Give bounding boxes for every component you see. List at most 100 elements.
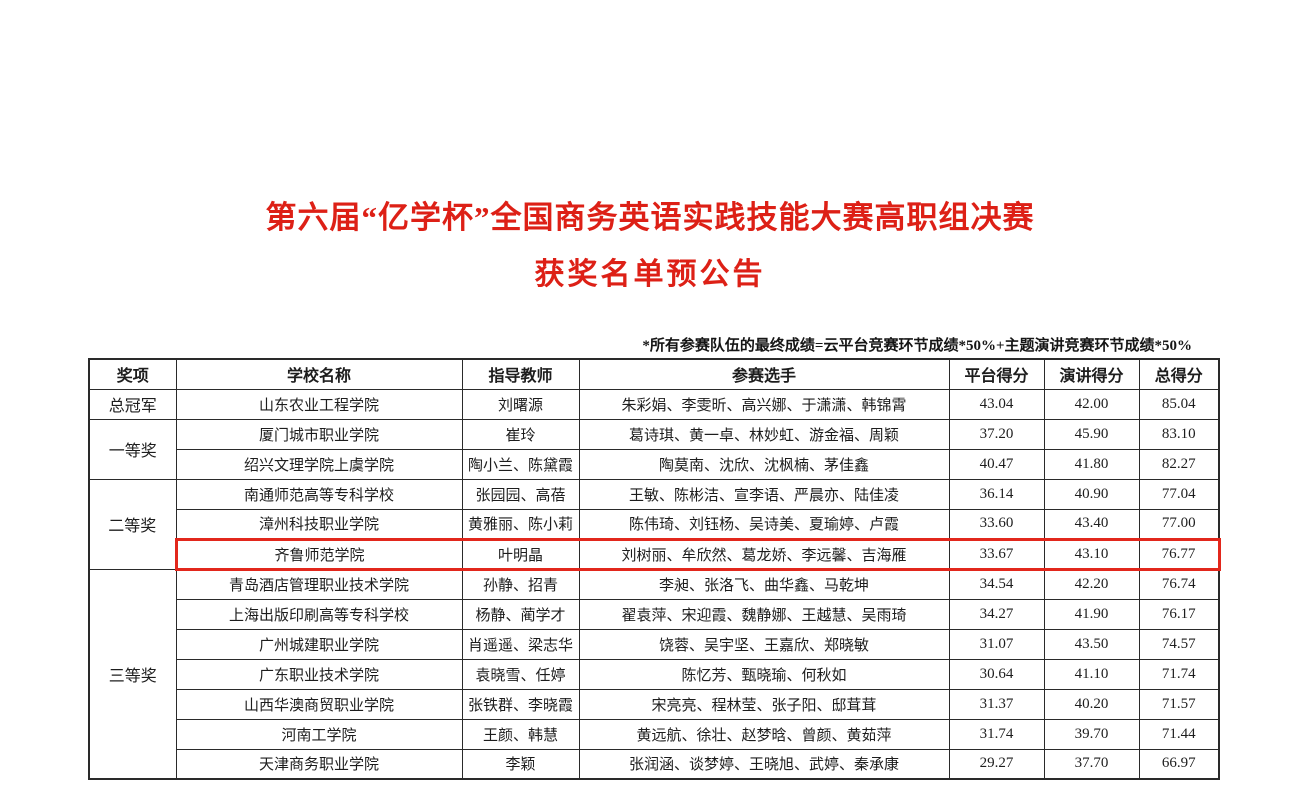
total-score-cell: 82.27 bbox=[1138, 448, 1220, 480]
total-score-cell: 76.17 bbox=[1138, 598, 1220, 630]
platform-score-cell: 34.27 bbox=[948, 598, 1045, 630]
column-header: 奖项 bbox=[88, 358, 177, 390]
school-cell: 青岛酒店管理职业技术学院 bbox=[175, 568, 463, 600]
total-score-cell: 71.44 bbox=[1138, 718, 1220, 750]
teacher-cell: 孙静、招青 bbox=[461, 568, 580, 600]
speech-score-cell: 45.90 bbox=[1043, 418, 1140, 450]
table-row: 总冠军 山东农业工程学院 刘曙源 朱彩娟、李雯昕、高兴娜、于潇潇、韩锦霄 43.04 42… bbox=[88, 388, 1220, 420]
awards-table-container: 奖项 学校名称 指导教师 参赛选手 平台得分 演讲得分 总得分 总冠军 山东农业工程学院 刘曙源… bbox=[88, 358, 1221, 780]
table-row: 一等奖 厦门城市职业学院 崔玲 葛诗琪、黄一卓、林妙虹、游金福、周颖 37.20 45.9… bbox=[88, 418, 1220, 480]
contestants-cell: 刘树丽、牟欣然、葛龙娇、李远馨、吉海雁 bbox=[578, 537, 950, 571]
contestants-cell: 葛诗琪、黄一卓、林妙虹、游金福、周颖 bbox=[578, 418, 950, 450]
award-cell: 三等奖 bbox=[88, 568, 177, 780]
award-cell: 一等奖 bbox=[88, 418, 177, 480]
speech-score-cell: 41.10 bbox=[1043, 658, 1140, 690]
table-row: 漳州科技职业学院 黄雅丽、陈小莉 陈伟琦、刘钰杨、吴诗美、夏瑜婷、卢霞 33.60 43… bbox=[89, 508, 1220, 540]
total-score-cell: 66.97 bbox=[1138, 748, 1220, 780]
platform-score-cell: 36.14 bbox=[948, 478, 1045, 510]
teacher-cell: 陶小兰、陈黛霞 bbox=[461, 448, 580, 480]
platform-score-cell: 33.60 bbox=[948, 508, 1045, 540]
awards-table: 奖项 学校名称 指导教师 参赛选手 平台得分 演讲得分 总得分 总冠军 山东农业工程学院 刘曙源… bbox=[88, 358, 1221, 780]
table-row: 广州城建职业学院 肖遥遥、梁志华 饶蓉、吴宇坚、王嘉欣、郑晓敏 31.07 43.50 7… bbox=[89, 628, 1220, 660]
contestants-cell: 饶蓉、吴宇坚、王嘉欣、郑晓敏 bbox=[578, 628, 950, 660]
column-header: 总得分 bbox=[1138, 358, 1220, 390]
contestants-cell: 王敏、陈彬洁、宣李语、严晨亦、陆佳凌 bbox=[578, 478, 950, 510]
total-score-cell: 77.00 bbox=[1138, 508, 1220, 540]
column-header: 演讲得分 bbox=[1043, 358, 1140, 390]
teacher-cell: 崔玲 bbox=[461, 418, 580, 450]
contestants-cell: 黄远航、徐壮、赵梦晗、曾颜、黄茹萍 bbox=[578, 718, 950, 750]
total-score-cell: 71.57 bbox=[1138, 688, 1220, 720]
school-cell: 山东农业工程学院 bbox=[175, 388, 463, 420]
teacher-cell: 黄雅丽、陈小莉 bbox=[461, 508, 580, 540]
platform-score-cell: 30.64 bbox=[948, 658, 1045, 690]
platform-score-cell: 34.54 bbox=[948, 568, 1045, 600]
teacher-cell: 肖遥遥、梁志华 bbox=[461, 628, 580, 660]
column-header: 指导教师 bbox=[461, 358, 580, 390]
school-cell: 南通师范高等专科学校 bbox=[175, 478, 463, 510]
speech-score-cell: 37.70 bbox=[1043, 748, 1140, 780]
award-cell: 二等奖 bbox=[88, 478, 177, 570]
speech-score-cell: 43.40 bbox=[1043, 508, 1140, 540]
school-cell: 漳州科技职业学院 bbox=[175, 508, 463, 540]
teacher-cell: 杨静、蔺学才 bbox=[461, 598, 580, 630]
table-row: 二等奖 南通师范高等专科学校 张园园、高蓓 王敏、陈彬洁、宣李语、严晨亦、陆佳凌 36.… bbox=[88, 478, 1220, 570]
award-cell: 总冠军 bbox=[88, 388, 177, 420]
school-cell: 广州城建职业学院 bbox=[175, 628, 463, 660]
speech-score-cell: 41.90 bbox=[1043, 598, 1140, 630]
page-title: 第六届“亿学杯”全国商务英语实践技能大赛高职组决赛 bbox=[265, 200, 1035, 235]
speech-score-cell: 40.90 bbox=[1043, 478, 1140, 510]
teacher-cell: 叶明晶 bbox=[461, 537, 580, 571]
table-row: 上海出版印刷高等专科学校 杨静、蔺学才 翟袁萍、宋迎霞、魏静娜、王越慧、吴雨琦 34.… bbox=[89, 598, 1220, 630]
contestants-cell: 宋亮亮、程林莹、张子阳、邸茸茸 bbox=[578, 688, 950, 720]
speech-score-cell: 41.80 bbox=[1043, 448, 1140, 480]
total-score-cell: 76.77 bbox=[1138, 537, 1221, 571]
total-score-cell: 71.74 bbox=[1138, 658, 1220, 690]
total-score-cell: 83.10 bbox=[1138, 418, 1220, 450]
contestants-cell: 陈伟琦、刘钰杨、吴诗美、夏瑜婷、卢霞 bbox=[578, 508, 950, 540]
page-subtitle: 获奖名单预公告 bbox=[534, 258, 766, 291]
contestants-cell: 朱彩娟、李雯昕、高兴娜、于潇潇、韩锦霄 bbox=[578, 388, 950, 420]
teacher-cell: 李颖 bbox=[461, 748, 580, 780]
score-formula-note: *所有参赛队伍的最终成绩=云平台竞赛环节成绩*50%+主题演讲竞赛环节成绩*50… bbox=[642, 338, 1192, 354]
table-row: 三等奖 青岛酒店管理职业技术学院 孙静、招青 李昶、张洛飞、曲华鑫、马乾坤 34.54 4… bbox=[88, 568, 1220, 780]
school-cell: 河南工学院 bbox=[175, 718, 463, 750]
speech-score-cell: 42.00 bbox=[1043, 388, 1140, 420]
contestants-cell: 陈忆芳、甄晓瑜、何秋如 bbox=[578, 658, 950, 690]
table-row: 广东职业技术学院 袁晓雪、任婷 陈忆芳、甄晓瑜、何秋如 30.64 41.10 71.74 bbox=[89, 658, 1220, 690]
platform-score-cell: 40.47 bbox=[948, 448, 1045, 480]
total-score-cell: 76.74 bbox=[1138, 568, 1220, 600]
school-cell: 山西华澳商贸职业学院 bbox=[175, 688, 463, 720]
speech-score-cell: 39.70 bbox=[1043, 718, 1140, 750]
table-header-row: 奖项 学校名称 指导教师 参赛选手 平台得分 演讲得分 总得分 bbox=[88, 358, 1220, 390]
platform-score-cell: 33.67 bbox=[948, 537, 1045, 571]
school-cell: 厦门城市职业学院 bbox=[175, 418, 463, 450]
teacher-cell: 王颜、韩慧 bbox=[461, 718, 580, 750]
table-row-highlighted: 齐鲁师范学院 叶明晶 刘树丽、牟欣然、葛龙娇、李远馨、吉海雁 33.67 43.10 76… bbox=[89, 537, 1221, 571]
total-score-cell: 77.04 bbox=[1138, 478, 1220, 510]
platform-score-cell: 31.37 bbox=[948, 688, 1045, 720]
platform-score-cell: 31.07 bbox=[948, 628, 1045, 660]
school-cell: 上海出版印刷高等专科学校 bbox=[175, 598, 463, 630]
platform-score-cell: 31.74 bbox=[948, 718, 1045, 750]
school-cell: 天津商务职业学院 bbox=[175, 748, 463, 780]
speech-score-cell: 40.20 bbox=[1043, 688, 1140, 720]
table-row: 河南工学院 王颜、韩慧 黄远航、徐壮、赵梦晗、曾颜、黄茹萍 31.74 39.70 71.… bbox=[89, 718, 1220, 750]
column-header: 学校名称 bbox=[175, 358, 463, 390]
teacher-cell: 张园园、高蓓 bbox=[461, 478, 580, 510]
school-cell: 广东职业技术学院 bbox=[175, 658, 463, 690]
total-score-cell: 74.57 bbox=[1138, 628, 1220, 660]
table-row: 天津商务职业学院 李颖 张润涵、谈梦婷、王晓旭、武婷、秦承康 29.27 37.70 66… bbox=[89, 748, 1220, 780]
contestants-cell: 李昶、张洛飞、曲华鑫、马乾坤 bbox=[578, 568, 950, 600]
table-row: 山西华澳商贸职业学院 张铁群、李晓霞 宋亮亮、程林莹、张子阳、邸茸茸 31.37 40.… bbox=[89, 688, 1220, 720]
column-header: 参赛选手 bbox=[578, 358, 950, 390]
platform-score-cell: 29.27 bbox=[948, 748, 1045, 780]
teacher-cell: 刘曙源 bbox=[461, 388, 580, 420]
total-score-cell: 85.04 bbox=[1138, 388, 1220, 420]
contestants-cell: 陶莫南、沈欣、沈枫楠、茅佳鑫 bbox=[578, 448, 950, 480]
school-cell: 齐鲁师范学院 bbox=[174, 537, 463, 571]
teacher-cell: 张铁群、李晓霞 bbox=[461, 688, 580, 720]
platform-score-cell: 43.04 bbox=[948, 388, 1045, 420]
contestants-cell: 翟袁萍、宋迎霞、魏静娜、王越慧、吴雨琦 bbox=[578, 598, 950, 630]
